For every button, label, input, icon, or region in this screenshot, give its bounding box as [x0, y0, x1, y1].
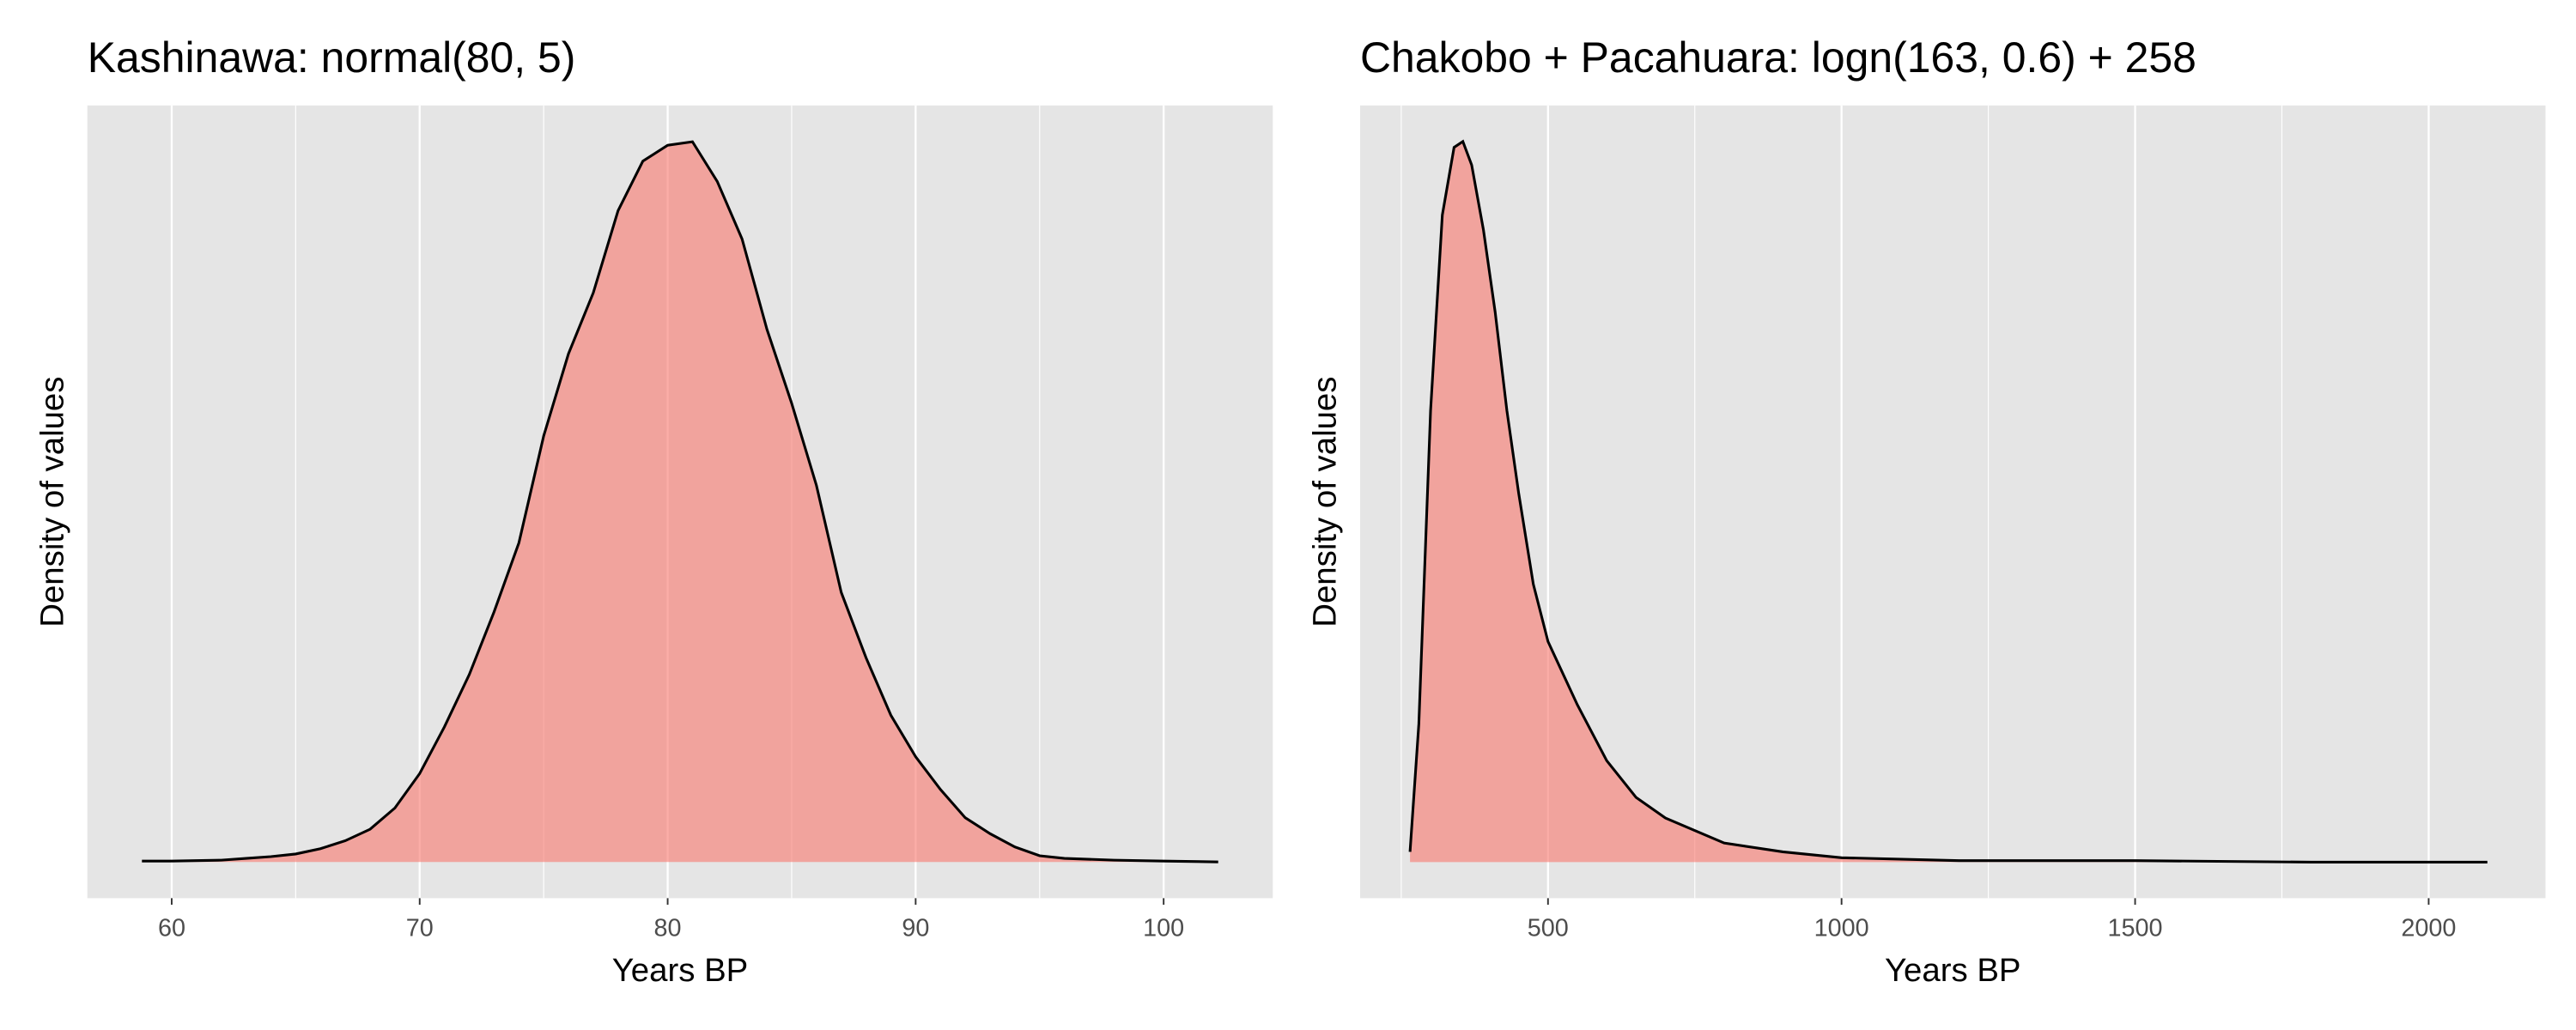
x-tick-label: 100: [1143, 914, 1184, 942]
density-area: [1410, 141, 2488, 863]
x-tick-label: 1500: [2108, 914, 2163, 942]
x-tick-label: 70: [406, 914, 434, 942]
density-line: [142, 140, 1218, 863]
x-tick-label: 90: [902, 914, 929, 942]
chart-title: Chakobo + Pacahuara: logn(163, 0.6) + 25…: [1360, 33, 2196, 82]
chart-title: Kashinawa: normal(80, 5): [88, 33, 576, 82]
density-line: [1408, 139, 2488, 863]
x-tick-label: 80: [654, 914, 682, 942]
x-tick-label: 500: [1528, 914, 1569, 942]
density-area: [142, 142, 1218, 863]
y-axis-label: Density of values: [1307, 377, 1344, 627]
x-axis-label: Years BP: [612, 952, 749, 989]
x-tick-label: 1000: [1814, 914, 1869, 942]
y-axis-label: Density of values: [34, 377, 71, 627]
x-tick-label: 2000: [2401, 914, 2456, 942]
x-tick-label: 60: [158, 914, 185, 942]
x-axis-label: Years BP: [1885, 952, 2021, 989]
